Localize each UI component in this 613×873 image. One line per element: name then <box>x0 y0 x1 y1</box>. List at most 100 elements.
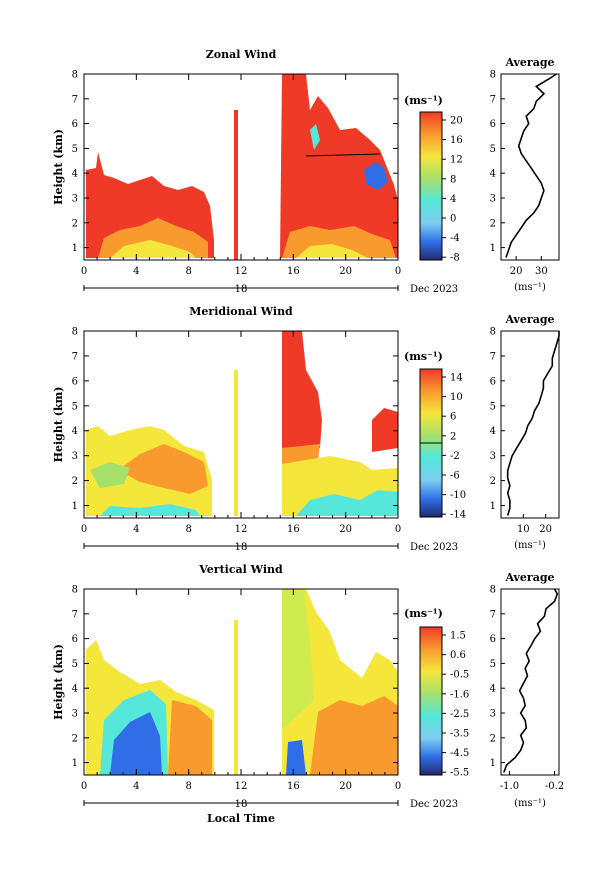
zonal-panel: Zonal Wind Height (km)1 12 23 34 45 56 67 78 80 4… <box>52 48 560 295</box>
x-tick-label: 8 <box>185 266 191 277</box>
vertical-field-right-green <box>282 589 314 730</box>
vertical-field-left-orange <box>168 700 212 775</box>
meridional-field-right <box>282 331 322 448</box>
profile-y-tick-label: 7 <box>490 94 496 105</box>
vertical-title: Vertical Wind <box>198 563 283 576</box>
zonal-field-right <box>280 74 398 258</box>
x-tick-label: 8 <box>185 524 191 535</box>
profile-y-tick-label: 3 <box>490 709 496 720</box>
colorbar-tick-label: -6 <box>450 471 460 482</box>
profile-y-tick-label: 8 <box>490 327 496 338</box>
profile-y-tick-label: 5 <box>490 401 496 412</box>
meridional-colorbar-ticks: 14 10 6 2 -2 -6 -10 -14 <box>442 373 466 521</box>
vertical-field-right-orange <box>310 696 398 775</box>
colorbar-tick-label: -4.5 <box>450 748 469 759</box>
vertical-field-left-blue <box>110 712 162 775</box>
y-tick-label: 4 <box>72 684 78 695</box>
profile-y-tick-label: 1 <box>490 243 496 254</box>
profile-y-tick-label: 7 <box>490 609 496 620</box>
y-tick-label: 8 <box>72 70 78 81</box>
meridional-field-left-cyan <box>100 504 200 516</box>
profile-y-tick-label: 2 <box>490 218 496 229</box>
zonal-title: Zonal Wind <box>206 48 277 61</box>
y-tick-label: 5 <box>72 659 78 670</box>
x-tick-label: 20 <box>339 524 352 535</box>
day-label: 18 <box>235 284 248 295</box>
x-tick-label: 4 <box>133 781 139 792</box>
vertical-colorbar <box>419 626 443 776</box>
meridional-profile: 10 20 <box>506 331 560 535</box>
profile-y-tick-label: 5 <box>490 659 496 670</box>
zonal-profile-frame <box>500 73 560 261</box>
zonal-blue-patch <box>364 162 388 190</box>
meridional-profile-title: Average <box>504 313 554 326</box>
meridional-profile-xlabel: (ms⁻¹) <box>514 540 546 551</box>
y-axis-label: Height (km) <box>52 387 65 463</box>
day-label: 18 <box>235 542 248 553</box>
date-label: Dec 2023 <box>410 799 458 810</box>
zonal-profile: 20 30 <box>505 73 557 277</box>
profile-y-tick-label: 8 <box>490 585 496 596</box>
vertical-colorbar-unit: (ms⁻¹) <box>404 607 443 620</box>
meridional-heatmap <box>86 331 398 516</box>
zonal-profile-xlabel: (ms⁻¹) <box>514 282 546 293</box>
profile-x-tick-label: 10 <box>517 524 530 535</box>
x-tick-label: 0 <box>395 524 401 535</box>
y-tick-label: 1 <box>72 758 78 769</box>
colorbar-tick-label: 14 <box>450 373 463 384</box>
y-tick-label: 4 <box>72 169 78 180</box>
profile-y-tick-label: 3 <box>490 194 496 205</box>
zonal-colorbar <box>419 111 443 261</box>
x-tick-label: 20 <box>339 266 352 277</box>
colorbar-tick-label: 6 <box>450 412 456 423</box>
y-tick-label: 6 <box>72 376 78 387</box>
vertical-profile-title: Average <box>504 571 554 584</box>
meridional-profile-frame <box>500 330 560 519</box>
x-tick-label: 0 <box>81 266 87 277</box>
x-tick-label: 16 <box>287 524 300 535</box>
profile-x-tick-label: 20 <box>539 524 552 535</box>
x-tick-label: 12 <box>235 266 248 277</box>
y-tick-label: 2 <box>72 218 78 229</box>
zonal-field-mid <box>234 110 238 260</box>
y-tick-label: 2 <box>72 476 78 487</box>
colorbar-tick-label: -10 <box>450 490 466 501</box>
day-label: 18 <box>235 799 248 810</box>
colorbar-tick-label: -2.5 <box>450 709 469 720</box>
x-tick-label: 8 <box>185 781 191 792</box>
y-tick-label: 6 <box>72 634 78 645</box>
colorbar-tick-label: -0.5 <box>450 670 469 681</box>
y-tick-label: 2 <box>72 733 78 744</box>
vertical-heatmap <box>86 589 398 775</box>
x-tick-label: 16 <box>287 266 300 277</box>
profile-y-tick-label: 8 <box>490 70 496 81</box>
colorbar-tick-label: 0.6 <box>450 650 466 661</box>
y-tick-label: 1 <box>72 243 78 254</box>
x-tick-label: 4 <box>133 266 139 277</box>
profile-y-tick-label: 5 <box>490 144 496 155</box>
meridional-field-left-green <box>90 462 130 488</box>
colorbar-tick-label: -14 <box>450 510 466 521</box>
x-tick-label: 0 <box>81 781 87 792</box>
meridional-field-left-orange <box>118 444 208 494</box>
meridional-field-mid <box>234 370 238 516</box>
meridional-colorbar-unit: (ms⁻¹) <box>404 350 443 363</box>
meridional-title: Meridional Wind <box>189 305 293 318</box>
y-tick-label: 3 <box>72 709 78 720</box>
profile-y-tick-label: 2 <box>490 476 496 487</box>
zonal-field-right-low <box>296 244 368 258</box>
colorbar-tick-label: -2 <box>450 451 460 462</box>
zonal-axes: Height (km)1 12 23 34 45 56 67 78 80 4 8 12 16 20 018 D… <box>52 70 505 295</box>
colorbar-tick-label: 20 <box>450 116 463 127</box>
x-tick-label: 4 <box>133 524 139 535</box>
x-tick-label: 0 <box>81 524 87 535</box>
profile-y-tick-label: 7 <box>490 351 496 362</box>
profile-x-tick-label: 20 <box>510 266 523 277</box>
x-tick-label: 12 <box>235 524 248 535</box>
colorbar-tick-label: -4 <box>450 233 460 244</box>
colorbar-tick-label: 2 <box>450 431 456 442</box>
profile-y-tick-label: 4 <box>490 169 496 180</box>
meridional-field-right-orange <box>282 444 320 464</box>
y-tick-label: 5 <box>72 401 78 412</box>
